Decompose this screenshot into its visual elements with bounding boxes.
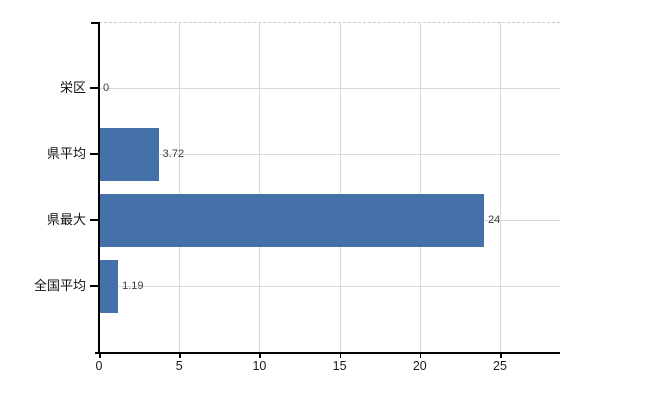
x-axis-tick	[500, 352, 502, 358]
y-axis-line	[98, 22, 100, 352]
x-axis-tick-label: 20	[412, 359, 427, 373]
x-axis-tick	[259, 352, 261, 358]
x-axis-tick-label: 5	[175, 359, 183, 373]
category-label: 県平均	[46, 146, 86, 161]
category-tick	[90, 87, 98, 89]
x-axis-line	[95, 352, 560, 354]
y-axis-end-tick	[91, 22, 98, 24]
x-axis-tick-label: 15	[332, 359, 347, 373]
bar	[99, 259, 119, 313]
x-axis-tick	[99, 352, 101, 358]
vertical-gridline	[259, 22, 261, 352]
value-label: 24	[487, 214, 501, 226]
category-label: 全国平均	[33, 278, 86, 293]
vertical-gridline	[500, 22, 501, 352]
value-label: 0	[103, 82, 110, 94]
x-axis-tick-label: 10	[252, 359, 267, 373]
horizontal-gridline	[99, 88, 560, 89]
horizontal-gridline	[99, 154, 560, 155]
category-label: 県最大	[46, 212, 86, 227]
x-axis-tick	[179, 352, 181, 358]
bar	[99, 127, 159, 181]
value-label: 1.19	[122, 280, 144, 292]
x-axis-tick	[339, 352, 342, 358]
x-axis-tick-label: 0	[95, 359, 103, 373]
vertical-gridline	[339, 22, 341, 352]
category-tick	[90, 285, 98, 287]
x-axis-tick-label: 25	[493, 359, 507, 373]
value-label: 3.72	[162, 148, 185, 160]
category-label: 栄区	[59, 80, 86, 95]
vertical-gridline	[179, 22, 181, 352]
x-axis-tick	[419, 352, 422, 358]
plot-area	[99, 22, 560, 352]
category-tick	[90, 219, 98, 221]
horizontal-gridline	[99, 286, 560, 287]
vertical-gridline	[419, 22, 421, 352]
category-tick	[90, 153, 98, 155]
bar	[99, 193, 484, 247]
